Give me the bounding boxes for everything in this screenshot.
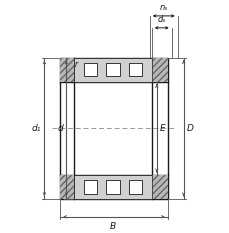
Bar	[60, 58, 74, 82]
Bar	[106, 63, 119, 76]
Bar	[83, 63, 96, 76]
Bar	[60, 175, 74, 199]
Text: d: d	[57, 124, 63, 133]
Text: dₛ: dₛ	[157, 15, 165, 24]
Text: r: r	[75, 60, 78, 69]
Text: D: D	[186, 124, 193, 133]
Bar	[128, 180, 142, 194]
Bar	[83, 180, 96, 194]
Text: nₛ: nₛ	[159, 3, 167, 12]
Bar	[151, 58, 167, 82]
Bar	[151, 175, 167, 199]
Text: E: E	[159, 124, 165, 133]
Bar	[128, 63, 142, 76]
Text: d₁: d₁	[32, 124, 41, 133]
Text: B: B	[109, 222, 116, 231]
Bar	[106, 180, 119, 194]
Bar	[60, 58, 167, 199]
Bar	[74, 175, 151, 199]
Bar	[74, 58, 151, 82]
